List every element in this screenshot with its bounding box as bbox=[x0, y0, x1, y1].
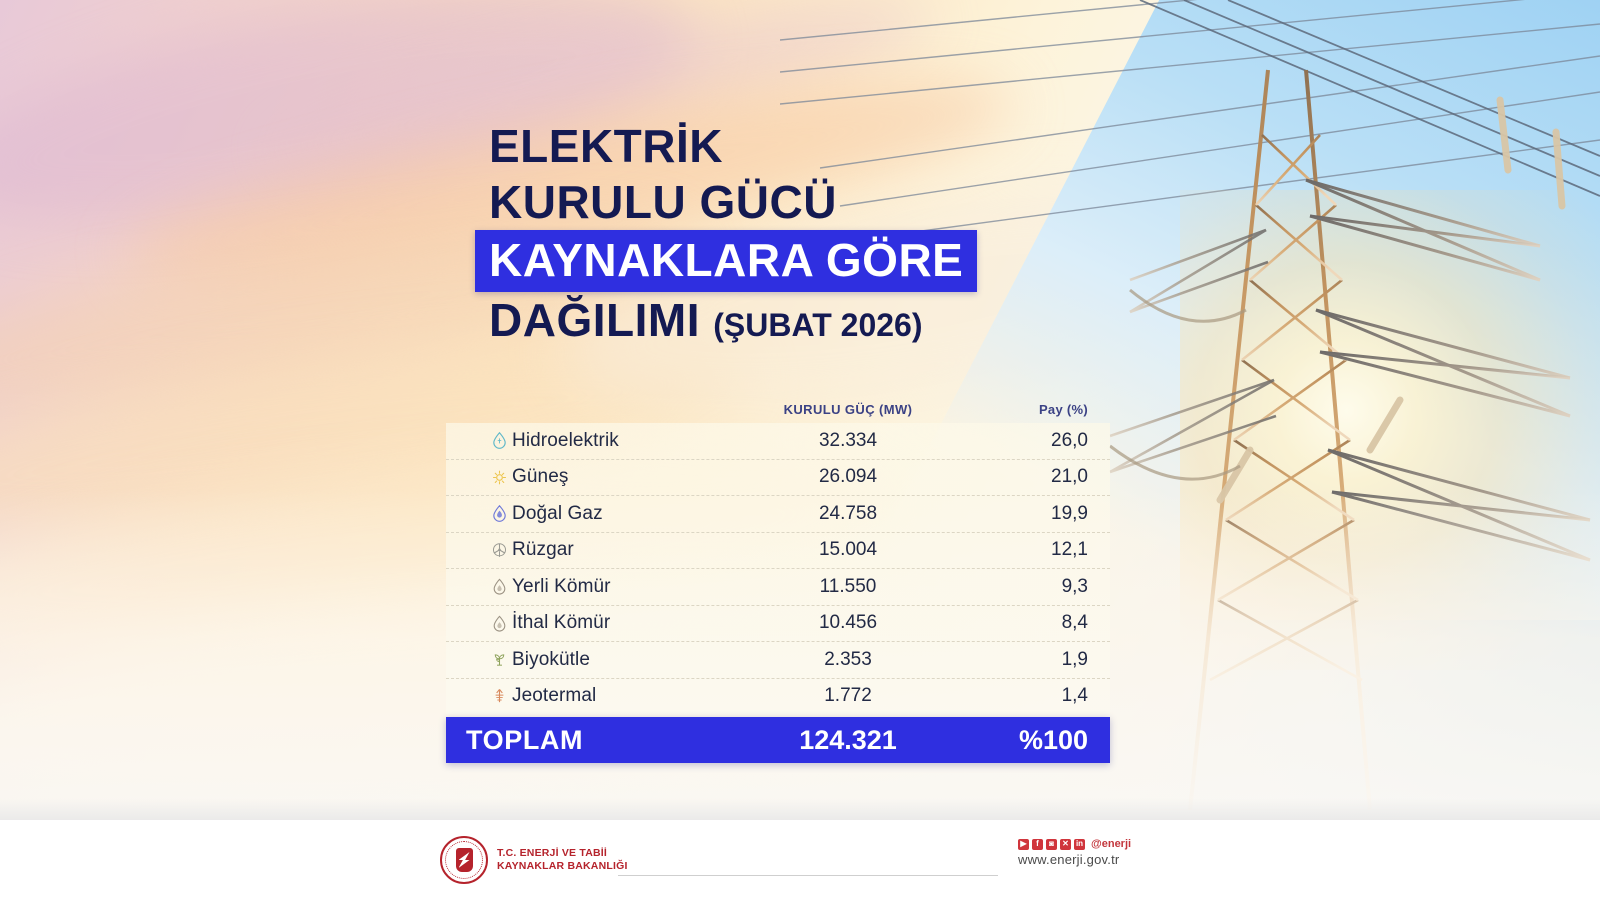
youtube-icon[interactable]: ▶ bbox=[1018, 838, 1029, 850]
footer-divider bbox=[0, 798, 1600, 820]
geothermal-icon bbox=[486, 687, 512, 706]
table-row: İthal Kömür 10.456 8,4 bbox=[446, 606, 1110, 642]
sun-icon bbox=[486, 468, 512, 487]
row-capacity-value: 10.456 bbox=[818, 612, 878, 634]
ministry-name-line-2: KAYNAKLAR BAKANLIĞI bbox=[497, 860, 628, 872]
x-twitter-icon[interactable]: ✕ bbox=[1060, 838, 1071, 850]
title-line-3-highlight: KAYNAKLARA GÖRE bbox=[475, 230, 978, 292]
row-source-name: Jeotermal bbox=[512, 685, 597, 707]
water-drop-icon bbox=[486, 431, 512, 450]
linkedin-icon[interactable]: in bbox=[1074, 838, 1085, 850]
coal-flame-icon bbox=[486, 577, 512, 596]
website-url[interactable]: www.enerji.gov.tr bbox=[1018, 852, 1120, 867]
social-icons: ▶ f ◙ ✕ in @enerji bbox=[1018, 838, 1131, 850]
table-row: Doğal Gaz 24.758 19,9 bbox=[446, 496, 1110, 533]
total-capacity: 124.321 bbox=[799, 724, 897, 755]
column-header-share: Pay (%) bbox=[1038, 401, 1088, 417]
table-row: Jeotermal 1.772 1,4 bbox=[446, 679, 1110, 715]
table-row: Hidroelektrik 32.334 26,0 bbox=[446, 423, 1110, 460]
row-source-name: Hidroelektrik bbox=[512, 429, 619, 451]
total-label: TOPLAM bbox=[466, 724, 584, 755]
table-row: Güneş 26.094 21,0 bbox=[446, 460, 1110, 496]
row-share-value: 12,1 bbox=[1051, 539, 1088, 561]
table-row: Biyokütle 2.353 1,9 bbox=[446, 642, 1110, 679]
row-source-name: Biyokütle bbox=[512, 648, 590, 670]
column-header-capacity: KURULU GÜÇ (MW) bbox=[783, 401, 913, 417]
row-capacity-value: 11.550 bbox=[819, 575, 877, 597]
gas-flame-drop-icon bbox=[486, 504, 512, 523]
row-capacity-value: 15.004 bbox=[818, 539, 878, 561]
social-handle: @enerji bbox=[1091, 838, 1132, 850]
table-row: Yerli Kömür 11.550 9,3 bbox=[446, 569, 1110, 606]
biomass-plant-icon bbox=[486, 650, 512, 669]
title-line-1: ELEKTRİK bbox=[489, 120, 723, 172]
row-share-value: 26,0 bbox=[1051, 429, 1088, 451]
instagram-icon[interactable]: ◙ bbox=[1046, 838, 1057, 850]
ministry-logo: T.C. ENERJİ VE TABİİ KAYNAKLAR BAKANLIĞI bbox=[440, 836, 628, 884]
social-block: ▶ f ◙ ✕ in @enerji www.enerji.gov.tr bbox=[1018, 838, 1131, 867]
total-share: %100 bbox=[1018, 724, 1088, 755]
row-share-value: 1,4 bbox=[1061, 685, 1088, 707]
row-source-name: Rüzgar bbox=[512, 539, 574, 561]
title-line-2: KURULU GÜCÜ bbox=[489, 176, 837, 228]
row-source-name: Güneş bbox=[512, 466, 569, 488]
facebook-icon[interactable]: f bbox=[1032, 838, 1043, 850]
row-source-name: Yerli Kömür bbox=[512, 575, 611, 597]
power-lines bbox=[780, 0, 1600, 420]
ministry-seal-icon bbox=[440, 836, 488, 884]
row-source-name: İthal Kömür bbox=[512, 612, 611, 634]
row-capacity-value: 24.758 bbox=[818, 502, 878, 524]
table-header-row: KURULU GÜÇ (MW) Pay (%) bbox=[446, 395, 1110, 423]
footer-bar: T.C. ENERJİ VE TABİİ KAYNAKLAR BAKANLIĞI… bbox=[0, 820, 1600, 900]
wind-turbine-icon bbox=[486, 541, 512, 560]
row-capacity-value: 1.772 bbox=[824, 685, 872, 707]
title-line-4: DAĞILIMI bbox=[489, 294, 700, 346]
row-capacity-value: 32.334 bbox=[818, 429, 878, 451]
row-share-value: 19,9 bbox=[1051, 502, 1088, 524]
capacity-table: KURULU GÜÇ (MW) Pay (%) Hidroelektrik 32.… bbox=[446, 395, 1110, 763]
row-capacity-value: 2.353 bbox=[824, 648, 872, 670]
total-row: TOPLAM 124.321 %100 bbox=[446, 717, 1110, 763]
table-row: Rüzgar 15.004 12,1 bbox=[446, 533, 1110, 569]
coal-flame-icon bbox=[486, 614, 512, 633]
row-share-value: 8,4 bbox=[1061, 612, 1088, 634]
row-share-value: 9,3 bbox=[1061, 575, 1088, 597]
ministry-name-line-1: T.C. ENERJİ VE TABİİ bbox=[497, 847, 607, 859]
row-capacity-value: 26.094 bbox=[818, 466, 878, 488]
row-share-value: 21,0 bbox=[1051, 466, 1088, 488]
table-body: Hidroelektrik 32.334 26,0 Güneş 26.094 21,0 Do… bbox=[446, 423, 1110, 714]
footer-rule bbox=[618, 875, 998, 876]
row-source-name: Doğal Gaz bbox=[512, 502, 603, 524]
page-title: ELEKTRİK KURULU GÜCÜ KAYNAKLARA GÖRE DAĞ… bbox=[475, 118, 1189, 353]
row-share-value: 1,9 bbox=[1061, 648, 1088, 670]
title-period: (ŞUBAT 2026) bbox=[713, 307, 923, 343]
